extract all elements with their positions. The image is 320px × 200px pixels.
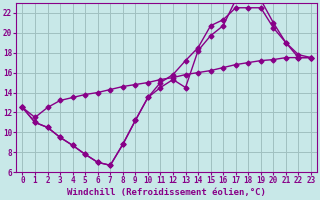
X-axis label: Windchill (Refroidissement éolien,°C): Windchill (Refroidissement éolien,°C) bbox=[67, 188, 266, 197]
